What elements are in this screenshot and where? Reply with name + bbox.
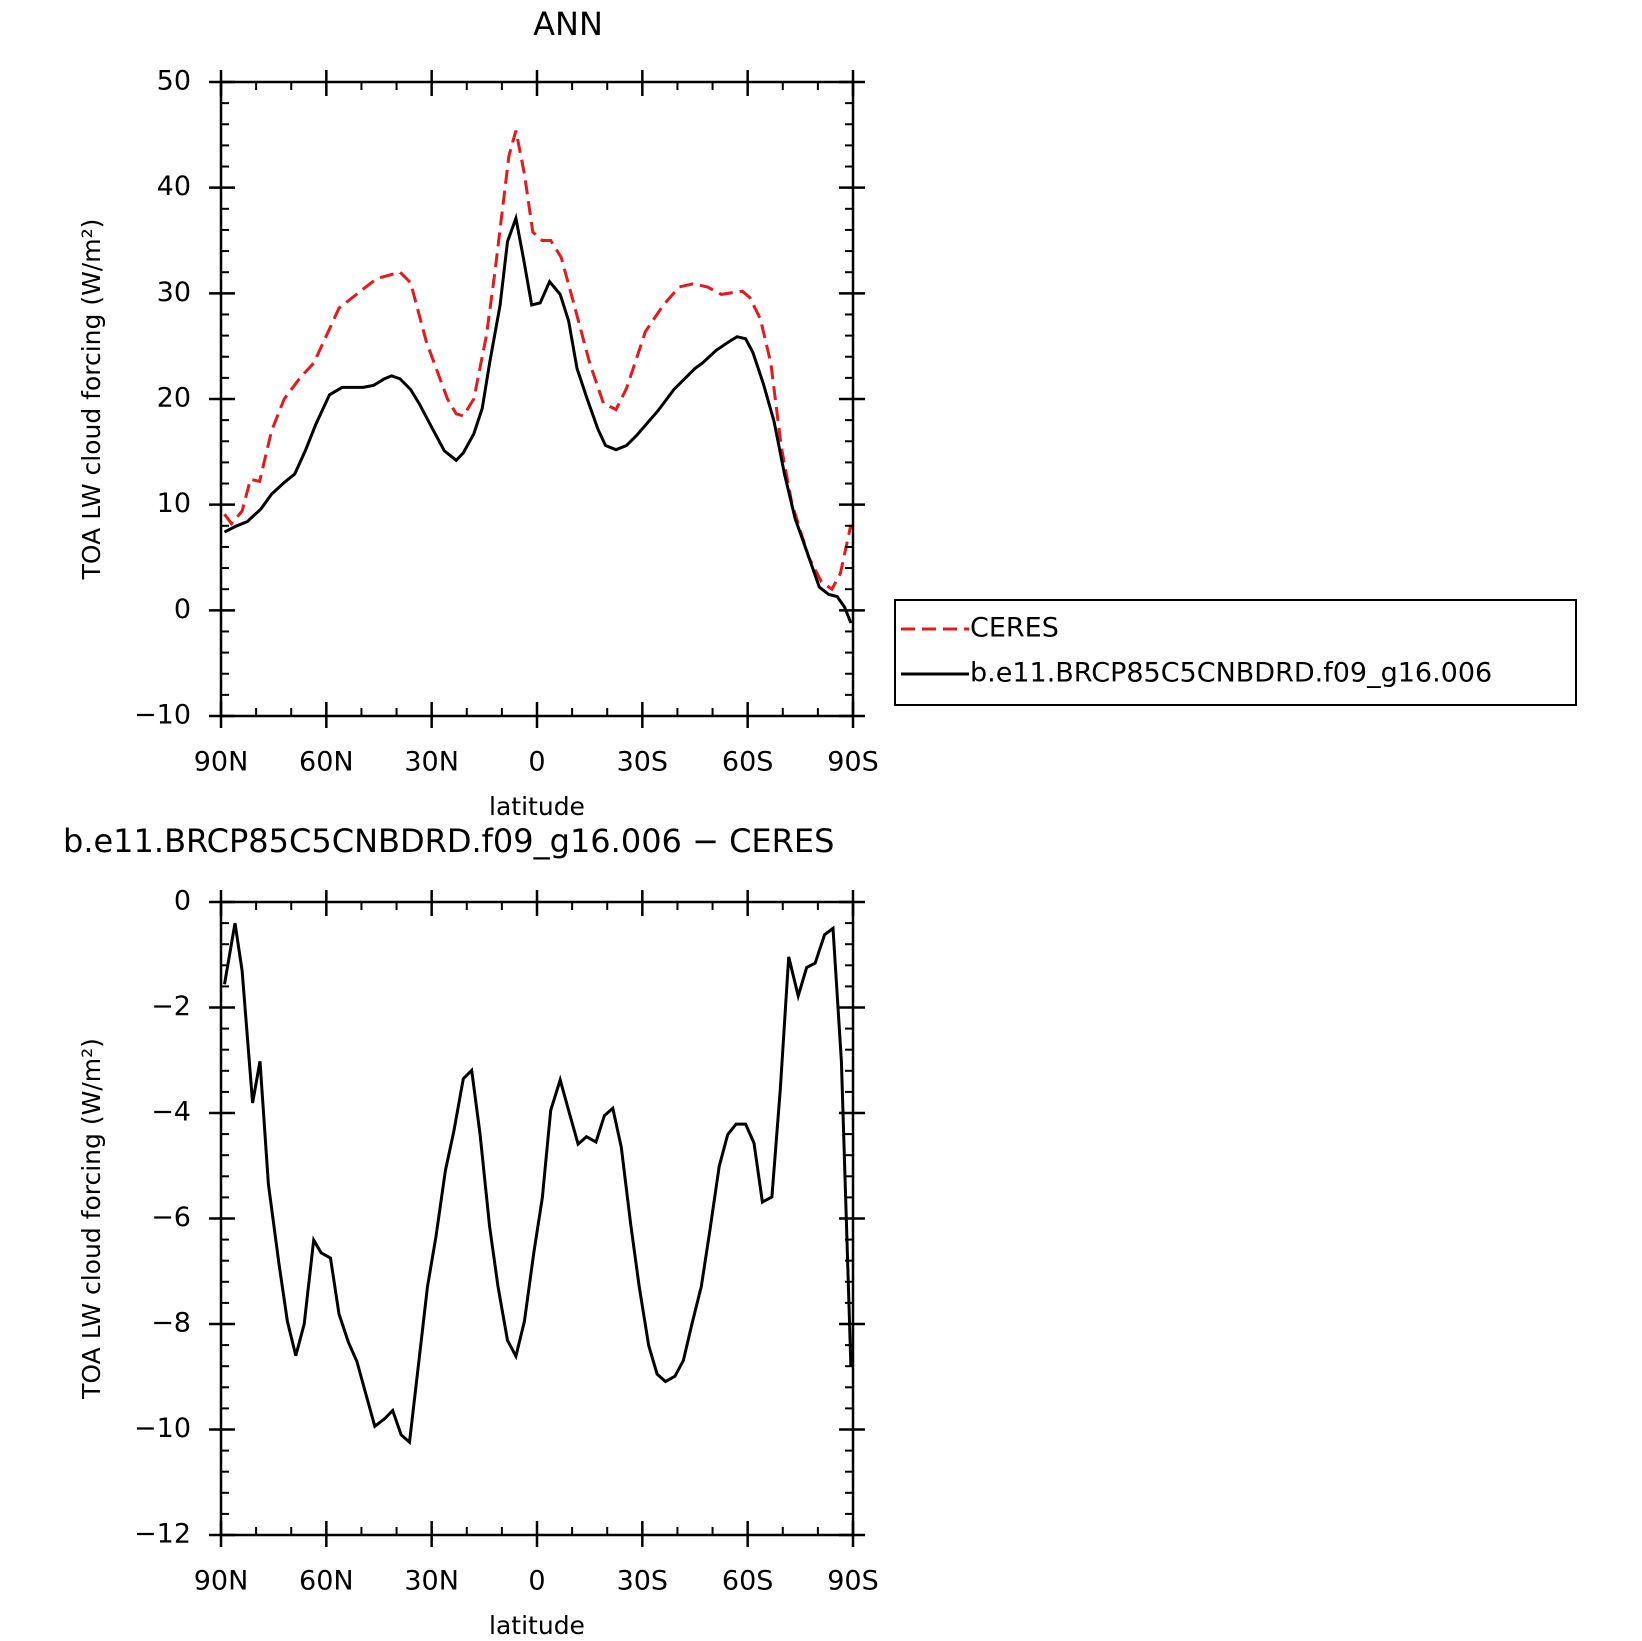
x-axis-label: latitude (489, 1611, 585, 1640)
y-axis-label: TOA LW cloud forcing (W/m²) (77, 1038, 106, 1400)
y-tick-label: 50 (157, 66, 191, 97)
y-tick-label: 30 (157, 277, 191, 308)
chart-title: b.e11.BRCP85C5CNBDRD.f09_g16.006 − CERES (63, 822, 834, 860)
x-tick-label: 90S (827, 1566, 879, 1597)
y-tick-label: −10 (134, 1413, 191, 1444)
x-tick-label: 90S (827, 747, 879, 778)
y-tick-label: 10 (157, 488, 191, 519)
x-tick-label: 0 (528, 1566, 545, 1597)
x-tick-label: 90N (194, 747, 249, 778)
y-tick-label: −8 (151, 1308, 191, 1339)
y-tick-label: −12 (134, 1519, 191, 1550)
x-tick-label: 60S (722, 1566, 774, 1597)
x-tick-label: 30N (404, 1566, 459, 1597)
y-tick-label: −6 (151, 1202, 191, 1233)
x-tick-label: 30S (617, 747, 669, 778)
y-tick-label: 0 (174, 886, 191, 917)
x-tick-label: 30N (404, 747, 459, 778)
data-line (223, 212, 853, 624)
y-tick-label: −2 (151, 991, 191, 1022)
x-tick-label: 60N (299, 747, 354, 778)
y-tick-label: −10 (134, 700, 191, 731)
y-axis-label: TOA LW cloud forcing (W/m²) (77, 219, 106, 581)
legend-label: CERES (970, 613, 1059, 644)
data-line (223, 922, 853, 1446)
x-tick-label: 0 (528, 747, 545, 778)
legend-label: b.e11.BRCP85C5CNBDRD.f09_g16.006 (970, 658, 1492, 689)
y-tick-label: 20 (157, 383, 191, 414)
x-axis-label: latitude (489, 792, 585, 821)
plot-frame (219, 900, 855, 1537)
y-tick-label: 0 (174, 594, 191, 625)
legend-box (894, 599, 1577, 706)
plot-frame (219, 80, 855, 718)
y-tick-label: 40 (157, 171, 191, 202)
chart-title: ANN (533, 5, 603, 43)
x-tick-label: 90N (194, 1566, 249, 1597)
data-line (223, 130, 853, 592)
x-tick-label: 60N (299, 1566, 354, 1597)
y-tick-label: −4 (151, 1097, 191, 1128)
x-tick-label: 60S (722, 747, 774, 778)
x-tick-label: 30S (617, 1566, 669, 1597)
